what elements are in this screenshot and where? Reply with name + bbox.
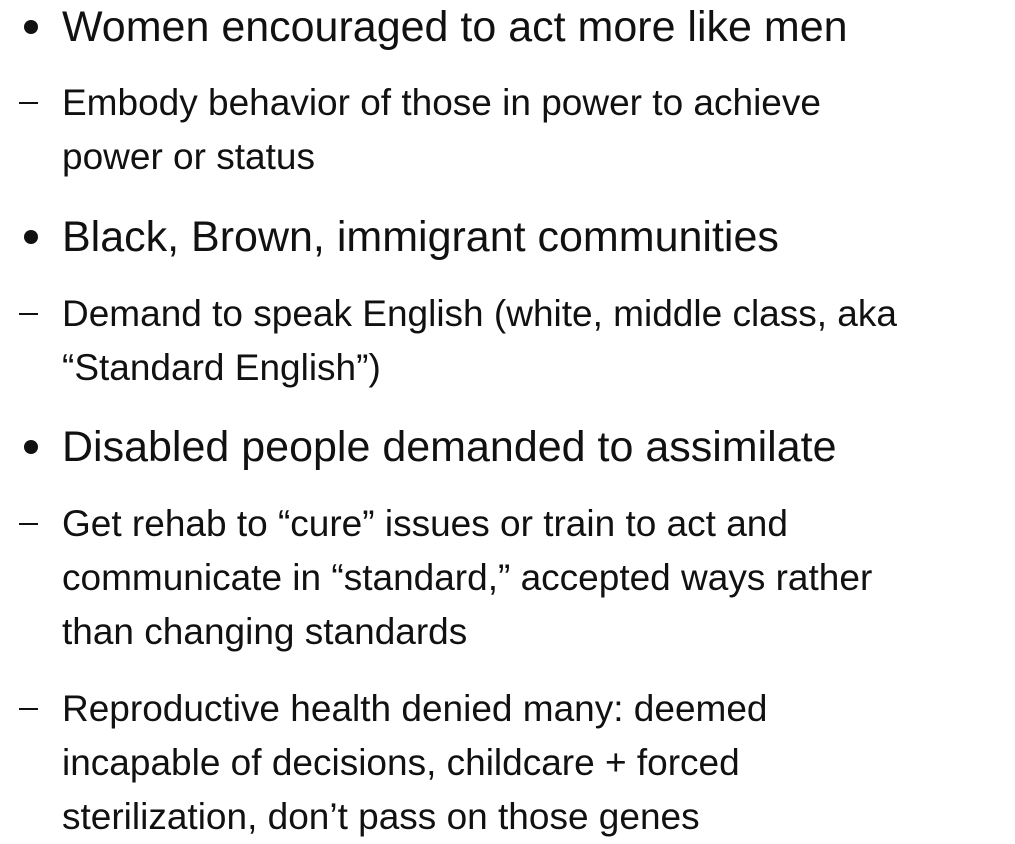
bullet-item: Disabled people demanded to assimilate [62,420,836,474]
text-line: incapable of decisions, childcare + forc… [62,742,740,783]
sub-bullet-item: Demand to speak English (white, middle c… [62,287,897,395]
dash-marker [19,102,38,104]
text-line: Demand to speak English (white, middle c… [62,293,897,334]
text-line: communicate in “standard,” accepted ways… [62,557,873,598]
bullet-marker [24,20,38,34]
sub-bullet-item: Get rehab to “cure” issues or train to a… [62,497,872,659]
text-line: Get rehab to “cure” issues or train to a… [62,503,788,544]
sub-bullet-item: Reproductive health denied many: deemed i… [62,682,768,844]
bullet-item: Women encouraged to act more like men [62,0,848,54]
bullet-marker [24,230,38,244]
dash-marker [19,523,38,525]
sub-bullet-item: Embody behavior of those in power to ach… [62,76,821,184]
bullet-marker [24,440,38,454]
text-line: than changing standards [62,611,468,652]
text-line: Disabled people demanded to assimilate [62,423,837,471]
text-line: “Standard English”) [62,347,381,388]
text-line: Reproductive health denied many: deemed [62,688,768,729]
text-line: Black, Brown, immigrant communities [62,213,779,261]
bullet-item: Black, Brown, immigrant communities [62,210,779,264]
text-line: Embody behavior of those in power to ach… [62,82,821,123]
text-line: Women encouraged to act more like men [62,3,848,51]
text-line: power or status [62,136,315,177]
dash-marker [19,708,38,710]
text-line: sterilization, don’t pass on those genes [62,796,700,837]
dash-marker [19,313,38,315]
